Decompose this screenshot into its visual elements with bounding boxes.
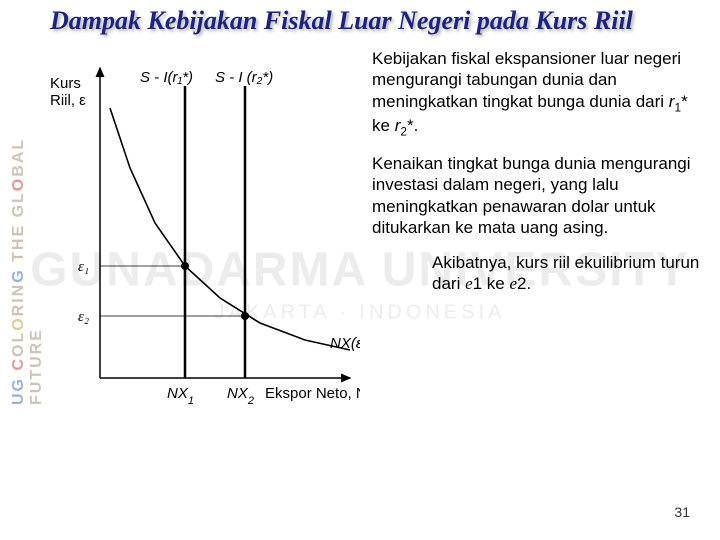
svg-text:Ekspor Neto, NX: Ekspor Neto, NX (265, 385, 360, 402)
page-number: 31 (674, 504, 690, 520)
svg-text:ε₁: ε₁ (78, 259, 89, 275)
chart-container: S - I(r₁*) S - I (r₂*) NX(ε) ε₁ ε₂ NX1 NX2 Eksp… (50, 48, 360, 428)
svg-text:ε₂: ε₂ (78, 309, 89, 325)
svg-text:NX2: NX2 (227, 385, 254, 407)
page-title: Dampak Kebijakan Fiskal Luar Negeri pada… (50, 6, 710, 36)
svg-text:NX(ε): NX(ε) (330, 335, 360, 352)
paragraph-2: Kenaikan tingkat bunga dunia mengurangi … (372, 153, 710, 238)
y-axis-label: Kurs Riil, ε (50, 76, 86, 109)
svg-text:NX1: NX1 (167, 385, 194, 407)
paragraph-3: Akibatnya, kurs riil ekuilibrium turun d… (432, 252, 710, 295)
svg-text:S - I(r₁*): S - I(r₁*) (140, 69, 193, 86)
economics-chart: S - I(r₁*) S - I (r₂*) NX(ε) ε₁ ε₂ NX1 NX2 Eksp… (50, 48, 360, 428)
explanation-text: Kebijakan fiskal ekspansioner luar neger… (372, 48, 710, 428)
paragraph-1: Kebijakan fiskal ekspansioner luar neger… (372, 48, 710, 139)
svg-text:S - I (r₂*): S - I (r₂*) (215, 69, 273, 86)
